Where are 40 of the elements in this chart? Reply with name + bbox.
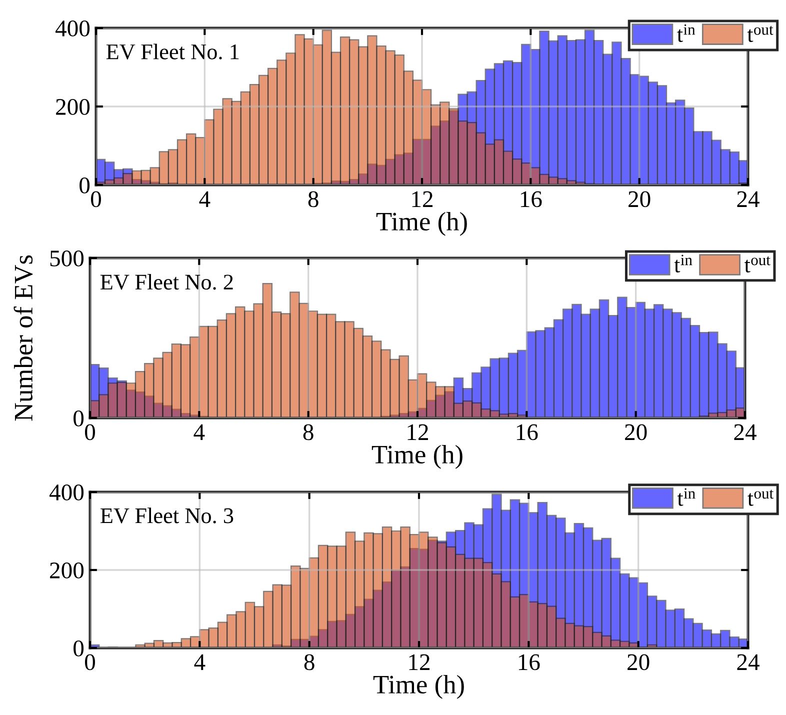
x-tick-label: 16 (518, 654, 540, 670)
annotation: EV Fleet No. 1 (106, 44, 239, 60)
legend-label: t$^{out}$ (747, 26, 774, 42)
legend-label: t$^{out}$ (744, 256, 770, 272)
x-tick-label: 16 (520, 191, 542, 208)
x-tick-label: 0 (90, 191, 102, 208)
x-axis-title: Time (h) (373, 674, 464, 699)
y-tick-label: 400 (55, 20, 90, 36)
y-tick-label: 400 (49, 484, 84, 500)
x-tick-label: 20 (628, 654, 650, 670)
x-axis-title: Time (h) (372, 444, 462, 469)
legend-label: t$^{in}$ (674, 254, 692, 272)
x-tick-label: 12 (412, 191, 433, 207)
legend-label: t$^{in}$ (677, 24, 696, 42)
x-tick-label: 8 (308, 191, 318, 208)
x-tick-label: 8 (303, 424, 314, 440)
x-tick-label: 4 (199, 191, 210, 207)
y-tick-label: 200 (50, 562, 84, 578)
x-tick-label: 16 (516, 424, 538, 440)
x-tick-label: 24 (737, 191, 760, 207)
y-tick-label: 0 (74, 410, 84, 426)
y-tick-label: 0 (74, 640, 84, 656)
x-tick-label: 24 (737, 654, 760, 670)
x-tick-label: 4 (194, 654, 206, 670)
x-tick-label: 20 (628, 191, 650, 208)
x-tick-label: 12 (408, 424, 428, 440)
x-tick-label: 4 (194, 424, 205, 440)
x-tick-label: 20 (625, 424, 647, 440)
annotation: EV Fleet No. 3 (100, 508, 234, 524)
y-tick-label: 200 (56, 98, 90, 115)
x-axis-title: Time (h) (376, 212, 467, 236)
x-tick-label: 8 (304, 654, 314, 670)
annotation: EV Fleet No. 2 (100, 274, 233, 290)
legend-label: t$^{in}$ (677, 488, 696, 506)
x-tick-label: 24 (734, 424, 756, 440)
y-axis-title: Number of EVs (14, 255, 33, 421)
y-tick-label: 500 (50, 250, 84, 266)
y-tick-label: 0 (80, 177, 90, 194)
legend-label: t$^{out}$ (748, 490, 774, 506)
x-tick-label: 12 (409, 654, 430, 670)
